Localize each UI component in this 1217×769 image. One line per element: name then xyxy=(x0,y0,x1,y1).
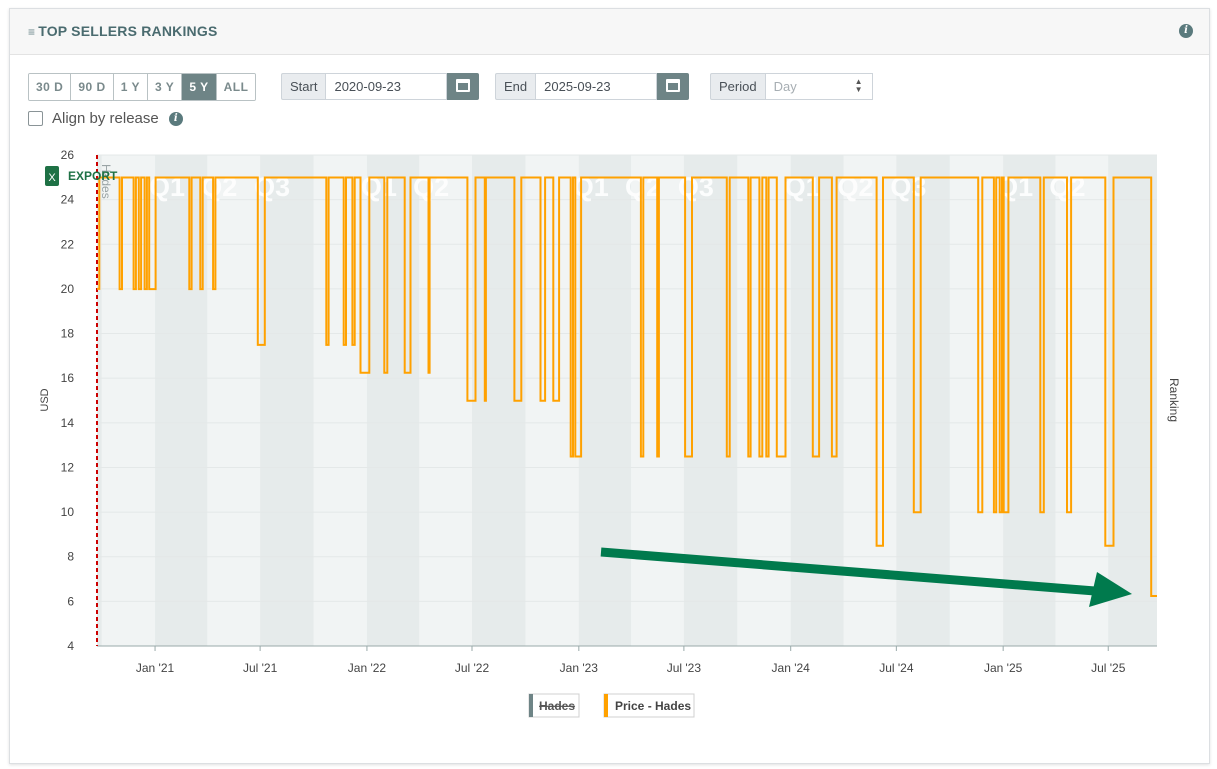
y-tick-label: 4 xyxy=(67,639,74,653)
quarter-band xyxy=(260,155,314,646)
y-tick-label: 18 xyxy=(61,327,75,341)
quarter-band xyxy=(97,155,102,646)
range-5y-button[interactable]: 5 Y xyxy=(182,74,217,100)
export-label: EXPORT xyxy=(68,169,118,183)
x-tick-label: Jul '21 xyxy=(243,661,278,675)
y-tick-label: 8 xyxy=(67,550,74,564)
x-tick-labels: Jan '21 Jul '21 Jan '22 Jul '22 Jan '23 Jul '… xyxy=(136,646,1126,675)
legend-swatch xyxy=(604,694,608,717)
y-tick-label: 10 xyxy=(61,505,75,519)
trend-arrow-head xyxy=(1089,572,1132,607)
period-select[interactable]: Day ▲ ▼ xyxy=(764,73,873,100)
quarter-band xyxy=(578,155,632,646)
range-selector: 30 D 90 D 1 Y 3 Y 5 Y ALL xyxy=(28,73,257,101)
panel-title: ≡ TOP SELLERS RANKINGS xyxy=(28,23,218,39)
release-marker-label: Hades xyxy=(99,164,113,199)
quarter-band xyxy=(1108,155,1157,646)
range-30d-button[interactable]: 30 D xyxy=(29,74,72,100)
trend-arrow-shaft xyxy=(600,547,1096,596)
end-date-group: End 2025-09-23 xyxy=(495,73,690,100)
y-tick-label: 14 xyxy=(61,416,75,430)
panel-title-text: TOP SELLERS RANKINGS xyxy=(38,23,218,39)
range-all-button[interactable]: ALL xyxy=(216,74,256,100)
x-tick-label: Jan '23 xyxy=(560,661,599,675)
quarter-band xyxy=(155,155,208,646)
y-axis-label: USD xyxy=(39,388,51,411)
list-icon: ≡ xyxy=(28,25,36,39)
quarter-bands xyxy=(97,155,1157,646)
panel-header: ≡ TOP SELLERS RANKINGS i xyxy=(10,9,1209,55)
y2-axis-label: Ranking xyxy=(1167,378,1181,422)
start-date-input[interactable]: 2020-09-23 xyxy=(325,73,448,100)
excel-icon xyxy=(45,166,59,186)
export-button[interactable]: X EXPORT xyxy=(45,166,118,186)
y-tick-label: 16 xyxy=(61,371,75,385)
align-checkbox[interactable] xyxy=(28,111,43,126)
y-tick-label: 20 xyxy=(61,282,75,296)
x-tick-label: Jan '21 xyxy=(136,661,175,675)
range-3y-button[interactable]: 3 Y xyxy=(148,74,183,100)
quarter-labels: Q1 Q2 Q3 Q1 Q2 Q1 Q2 Q3 Q1 Q2 Q3 Q1 Q2 xyxy=(149,172,1085,202)
x-tick-label: Jul '25 xyxy=(1091,661,1126,675)
legend-label: Price - Hades xyxy=(615,699,691,713)
excel-icon-glyph: X xyxy=(48,172,56,184)
info-icon[interactable]: i xyxy=(1179,24,1193,38)
legend-item-price-hades[interactable]: Price - Hades xyxy=(603,693,695,718)
legend-label: Hades xyxy=(539,699,575,713)
y-tick-label: 22 xyxy=(61,237,75,251)
quarter-band xyxy=(896,155,950,646)
chart-legend: Hades Price - Hades xyxy=(528,693,695,718)
x-tick-label: Jul '24 xyxy=(879,661,914,675)
y-tick-label: 12 xyxy=(61,460,75,474)
end-label: End xyxy=(495,73,536,100)
legend-swatch xyxy=(529,694,533,717)
select-arrows-icon: ▲ ▼ xyxy=(854,77,863,94)
start-label: Start xyxy=(281,73,326,100)
align-label: Align by release xyxy=(52,110,159,127)
x-tick-label: Jan '25 xyxy=(984,661,1023,675)
x-tick-label: Jan '24 xyxy=(772,661,811,675)
start-date-group: Start 2020-09-23 xyxy=(281,73,480,100)
align-info-icon[interactable]: i xyxy=(168,111,183,126)
calendar-icon xyxy=(666,79,681,92)
range-90d-button[interactable]: 90 D xyxy=(71,74,114,100)
quarter-band xyxy=(1003,155,1056,646)
y-tick-label: 26 xyxy=(61,148,75,162)
x-tick-label: Jul '23 xyxy=(667,661,702,675)
y-tick-label: 24 xyxy=(61,193,75,207)
align-row: Align by release i xyxy=(28,110,183,127)
legend-item-hades[interactable]: Hades xyxy=(528,693,580,718)
end-calendar-button[interactable] xyxy=(657,73,690,100)
calendar-icon xyxy=(456,79,471,92)
end-date-input[interactable]: 2025-09-23 xyxy=(535,73,658,100)
trend-arrow xyxy=(600,547,1132,607)
period-group: Period Day ▲ ▼ xyxy=(710,73,873,100)
period-label: Period xyxy=(710,73,765,100)
y-tick-labels: 4 6 8 10 12 14 16 18 20 22 24 26 xyxy=(61,148,75,653)
price-series-line xyxy=(97,176,1157,597)
x-tick-label: Jul '22 xyxy=(455,661,490,675)
x-tick-label: Jan '22 xyxy=(348,661,387,675)
range-1y-button[interactable]: 1 Y xyxy=(113,74,149,100)
period-value: Day xyxy=(773,79,797,94)
start-calendar-button[interactable] xyxy=(447,73,480,100)
y-tick-label: 6 xyxy=(67,594,74,608)
